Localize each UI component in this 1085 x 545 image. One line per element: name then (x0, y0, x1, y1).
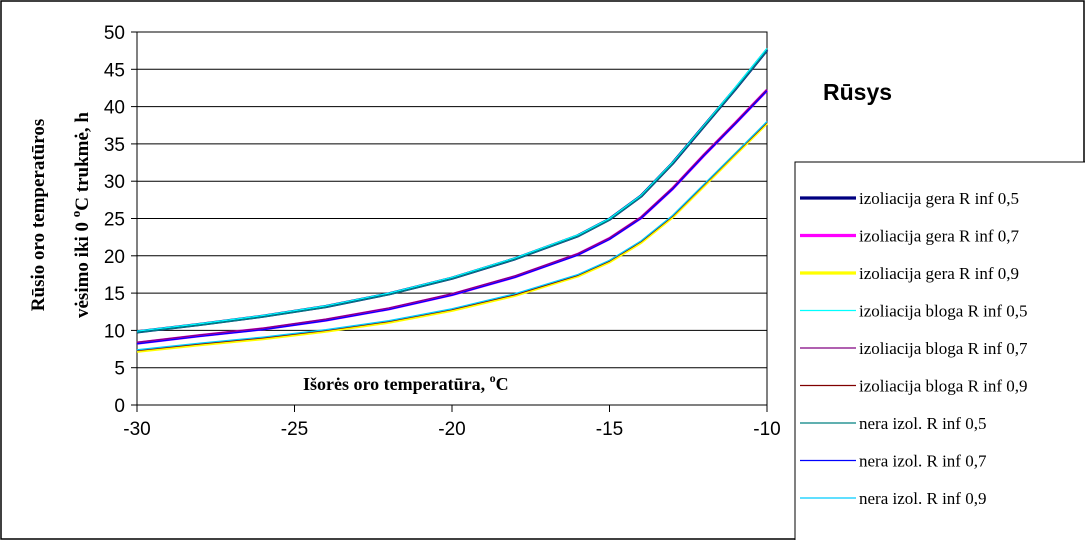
legend-label-7: nera izol. R inf 0,5 (859, 414, 986, 433)
legend-label-3: izoliacija gera R inf 0,9 (859, 264, 1019, 283)
x-tick-label: -30 (123, 419, 150, 440)
y-axis-title-line2: vėsimo iki 0 oC trukmė, h (68, 112, 93, 318)
legend-label-8: nera izol. R inf 0,7 (859, 452, 987, 471)
series-line-5 (136, 88, 768, 343)
series-lines (136, 47, 769, 353)
x-tick-label: -10 (753, 419, 780, 440)
x-tick-label: -25 (281, 419, 308, 440)
series-line-4 (136, 47, 768, 332)
y-axis-title-degree: o (68, 211, 83, 218)
x-tick-label: -15 (596, 419, 623, 440)
y-tick-label: 25 (104, 210, 125, 231)
y-tick-label: 30 (104, 172, 125, 193)
legend: izoliacija gera R inf 0,5 izoliacija gera… (800, 189, 1028, 508)
y-tick-label: 5 (114, 359, 125, 380)
chart-title: Rūsys (823, 79, 892, 105)
legend-label-9: nera izol. R inf 0,9 (859, 489, 986, 508)
series-line-8 (136, 90, 768, 345)
legend-label-6: izoliacija bloga R inf 0,9 (859, 377, 1028, 396)
y-tick-label: 35 (104, 135, 125, 156)
series-line-9 (136, 121, 768, 351)
x-tick-label: -20 (438, 419, 465, 440)
legend-box (794, 161, 1085, 545)
y-axis-title-line2-a: vėsimo iki 0 (72, 217, 93, 318)
y-tick-label: 0 (114, 396, 125, 417)
y-tick-label: 50 (104, 23, 125, 44)
y-axis-ticks: 0 5 10 15 20 25 30 35 40 45 50 (104, 23, 137, 417)
x-axis-ticks: -30 -25 -20 -15 -10 (123, 405, 781, 440)
y-tick-label: 40 (104, 98, 125, 119)
x-axis-title-unit: C (496, 374, 509, 394)
y-tick-label: 45 (104, 60, 125, 81)
legend-label-5: izoliacija bloga R inf 0,7 (859, 339, 1028, 358)
y-tick-label: 10 (104, 321, 125, 342)
legend-label-2: izoliacija gera R inf 0,7 (859, 227, 1020, 246)
y-axis-title-line1: Rūsio oro temperatūros (28, 119, 49, 311)
series-line-7 (136, 50, 768, 334)
x-axis-title-degree: o (490, 371, 496, 385)
y-tick-label: 15 (104, 284, 125, 305)
legend-label-1: izoliacija gera R inf 0,5 (859, 189, 1019, 208)
y-axis-title: Rūsio oro temperatūros vėsimo iki 0 oC t… (28, 112, 93, 318)
y-tick-label: 20 (104, 247, 125, 268)
x-axis-title: Išorės oro temperatūra, oC (303, 371, 509, 394)
x-axis-title-main: Išorės oro temperatūra, (303, 374, 490, 394)
y-axis-title-line2-b: C trukmė, h (72, 112, 93, 211)
legend-label-4: izoliacija bloga R inf 0,5 (859, 302, 1028, 321)
